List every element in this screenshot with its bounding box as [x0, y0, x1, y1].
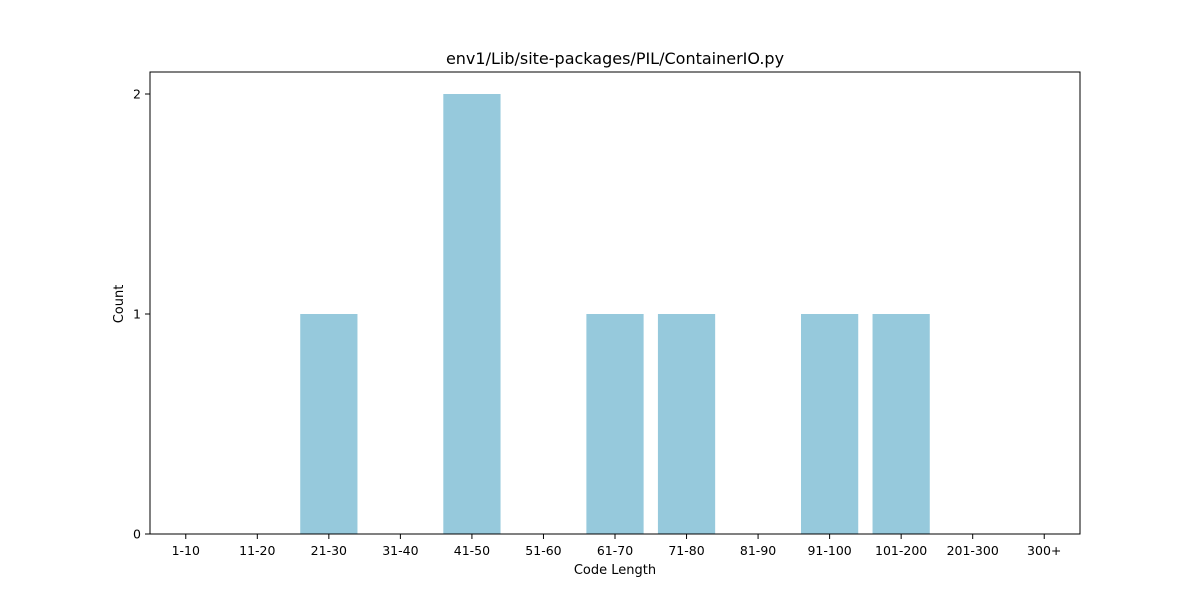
x-tick-label: 71-80: [668, 543, 704, 558]
x-tick-label: 101-200: [875, 543, 927, 558]
bars-group: [300, 94, 930, 534]
bar-61-70: [586, 314, 644, 534]
x-tick-label: 11-20: [239, 543, 275, 558]
y-tick-label: 0: [133, 527, 141, 542]
bar-41-50: [443, 94, 501, 534]
y-axis-label: Count: [112, 285, 127, 324]
x-axis-ticks: 1-10 11-20 21-30 31-40 41-50 51-60 61-70 71-80 8…: [172, 534, 1061, 558]
bar-71-80: [657, 314, 716, 534]
y-axis-ticks: 0 1 2: [133, 87, 150, 542]
bar-101-200: [872, 314, 930, 534]
x-tick-label: 31-40: [382, 543, 418, 558]
x-tick-label: 201-300: [947, 543, 999, 558]
x-tick-label: 91-100: [807, 543, 851, 558]
bar-21-30: [300, 314, 358, 534]
chart-title: env1/Lib/site-packages/PIL/ContainerIO.p…: [446, 49, 784, 68]
y-tick-label: 1: [133, 307, 141, 322]
bar-91-100: [801, 314, 859, 534]
x-tick-label: 51-60: [525, 543, 561, 558]
x-tick-label: 300+: [1027, 543, 1061, 558]
x-axis-label: Code Length: [574, 563, 656, 578]
x-tick-label: 1-10: [172, 543, 200, 558]
x-tick-label: 21-30: [311, 543, 347, 558]
y-tick-label: 2: [133, 87, 141, 102]
x-tick-label: 81-90: [740, 543, 776, 558]
x-tick-label: 61-70: [597, 543, 633, 558]
x-tick-label: 41-50: [454, 543, 490, 558]
